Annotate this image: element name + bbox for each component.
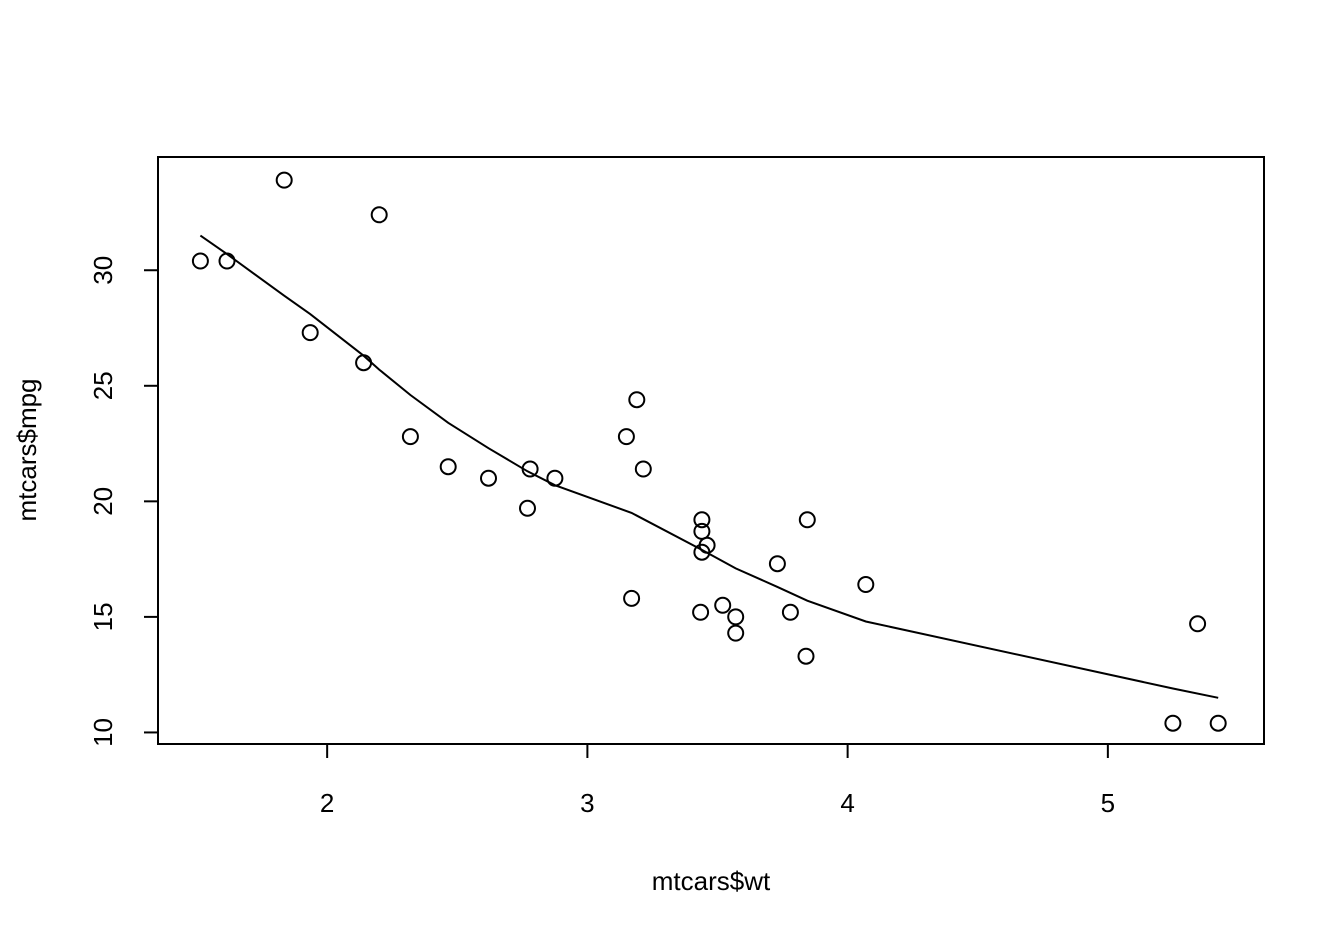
- data-point: [693, 511, 711, 529]
- x-tick-label: 2: [320, 788, 334, 818]
- y-tick-label: 25: [88, 371, 118, 400]
- plot-frame: [157, 156, 1265, 745]
- data-point: [1189, 615, 1207, 633]
- data-point: [617, 428, 635, 446]
- x-axis: 2 3 4 5: [320, 743, 1115, 818]
- data-point: [355, 354, 373, 372]
- smooth-line-layer: [199, 234, 1219, 699]
- data-point: [480, 469, 497, 487]
- data-point: [275, 171, 293, 189]
- data-point: [781, 603, 799, 621]
- y-tick-label: 10: [88, 718, 118, 747]
- data-point: [1164, 714, 1182, 732]
- data-point: [401, 428, 419, 446]
- x-tick-label: 3: [580, 788, 594, 818]
- data-point: [798, 511, 816, 529]
- y-tick-label: 20: [88, 487, 118, 516]
- y-tick-label: 30: [88, 256, 118, 285]
- smooth-line: [199, 234, 1219, 699]
- points-layer: [191, 171, 1227, 732]
- data-point: [301, 324, 319, 342]
- data-point: [857, 576, 875, 593]
- data-point: [714, 596, 732, 614]
- data-point: [546, 469, 564, 487]
- data-point: [768, 555, 786, 573]
- data-point: [439, 458, 457, 476]
- data-point: [519, 499, 536, 517]
- data-point: [370, 206, 388, 224]
- x-tick-label: 4: [840, 788, 854, 818]
- data-point: [634, 460, 652, 478]
- data-point: [727, 624, 745, 642]
- data-point: [1209, 714, 1227, 732]
- y-tick-label: 15: [88, 602, 118, 631]
- data-point: [693, 543, 711, 561]
- data-point: [797, 647, 815, 665]
- data-point: [727, 608, 745, 626]
- data-point: [218, 252, 236, 270]
- data-point: [623, 589, 641, 607]
- data-point: [521, 460, 539, 478]
- data-point: [692, 603, 710, 621]
- data-point: [628, 391, 646, 409]
- y-axis-title: mtcars$mpg: [12, 378, 42, 521]
- x-tick-label: 5: [1101, 788, 1115, 818]
- x-axis-title: mtcars$wt: [652, 866, 771, 896]
- data-point: [191, 252, 209, 270]
- y-axis: 10 15 20 25 30: [88, 256, 159, 747]
